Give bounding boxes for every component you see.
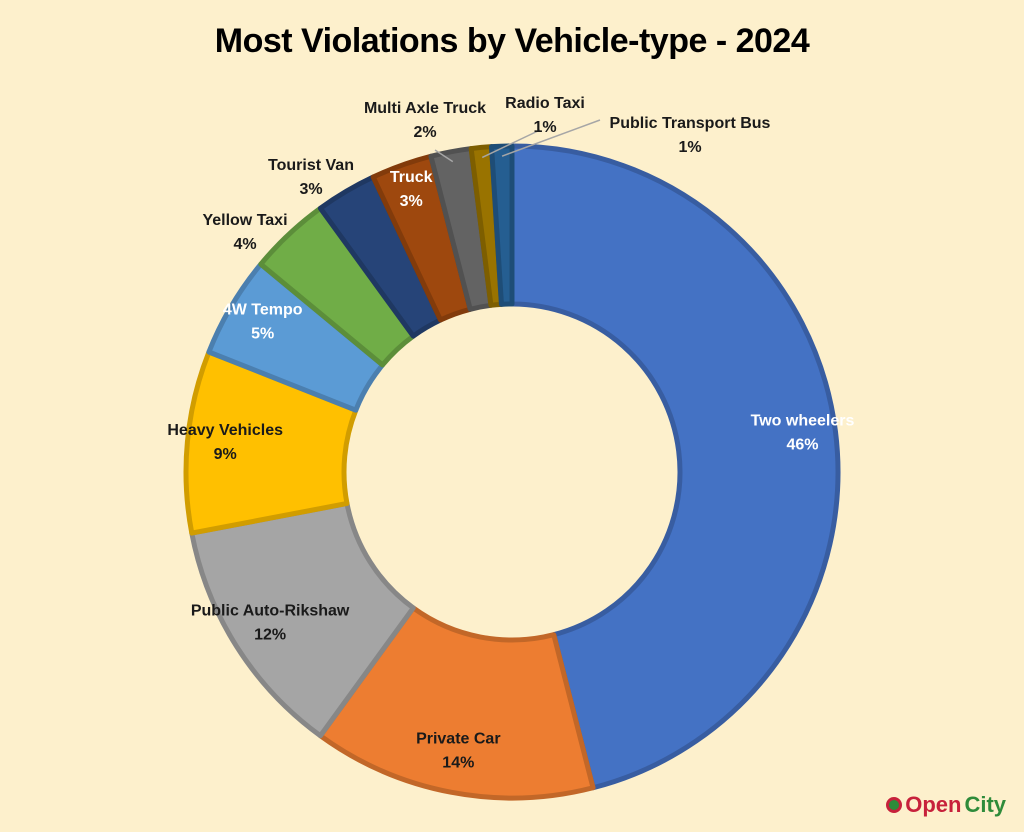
slice-value-two-wheelers: 46% (786, 436, 818, 453)
leader-line-multi-axle-truck (434, 149, 454, 163)
slice-public-auto-rikshaw (189, 500, 416, 739)
slice-label-public-auto-rikshaw: Public Auto-Rikshaw (191, 603, 350, 620)
leader-line-radio-taxi (481, 129, 541, 159)
slice-value-public-transport-bus: 1% (678, 139, 701, 156)
slice-two-wheelers (509, 143, 841, 791)
slice-label-two-wheelers: Two wheelers (751, 412, 855, 429)
slice-label-heavy-vehicles: Heavy Vehicles (167, 422, 283, 439)
slice-private-car (317, 605, 596, 801)
slice-public-transport-bus (489, 143, 515, 307)
logo-text-city: City (964, 792, 1006, 817)
slice-labels-group: Two wheelers 46% Private Car 14% Public Auto… (167, 95, 854, 771)
slice-value-heavy-vehicles: 9% (214, 446, 237, 463)
slice-label-truck: Truck (390, 169, 433, 186)
opencity-logo: Open City (886, 792, 1006, 818)
slice-value-yellow-taxi: 4% (233, 236, 256, 253)
slice-label-yellow-taxi: Yellow Taxi (202, 212, 287, 229)
slice-label-private-car: Private Car (416, 730, 501, 747)
slice-value-private-car: 14% (442, 754, 474, 771)
slice-label-4w-tempo: 4W Tempo (223, 302, 303, 319)
slice-value-tourist-van: 3% (299, 181, 322, 198)
slice-value-multi-axle-truck: 2% (413, 124, 436, 141)
slice-value-truck: 3% (400, 193, 423, 210)
logo-text-open: Open (905, 792, 962, 817)
slice-label-multi-axle-truck: Multi Axle Truck (364, 100, 486, 117)
slice-label-tourist-van: Tourist Van (268, 157, 354, 174)
logo-icon (886, 797, 903, 813)
leader-line-public-transport-bus (501, 119, 601, 157)
slice-label-public-transport-bus: Public Transport Bus (610, 115, 771, 132)
slice-value-4w-tempo: 5% (251, 326, 274, 343)
slice-value-public-auto-rikshaw: 12% (254, 627, 286, 644)
slices-group (183, 143, 841, 801)
leader-lines-group (434, 119, 601, 163)
chart-title: Most Violations by Vehicle-type - 2024 (214, 22, 810, 60)
slice-value-radio-taxi: 1% (533, 119, 556, 136)
slice-label-radio-taxi: Radio Taxi (505, 95, 585, 112)
